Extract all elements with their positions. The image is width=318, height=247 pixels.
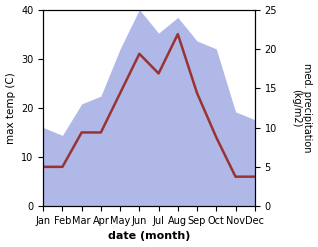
X-axis label: date (month): date (month) <box>108 231 190 242</box>
Y-axis label: med. precipitation
(kg/m2): med. precipitation (kg/m2) <box>291 63 313 153</box>
Y-axis label: max temp (C): max temp (C) <box>5 72 16 144</box>
